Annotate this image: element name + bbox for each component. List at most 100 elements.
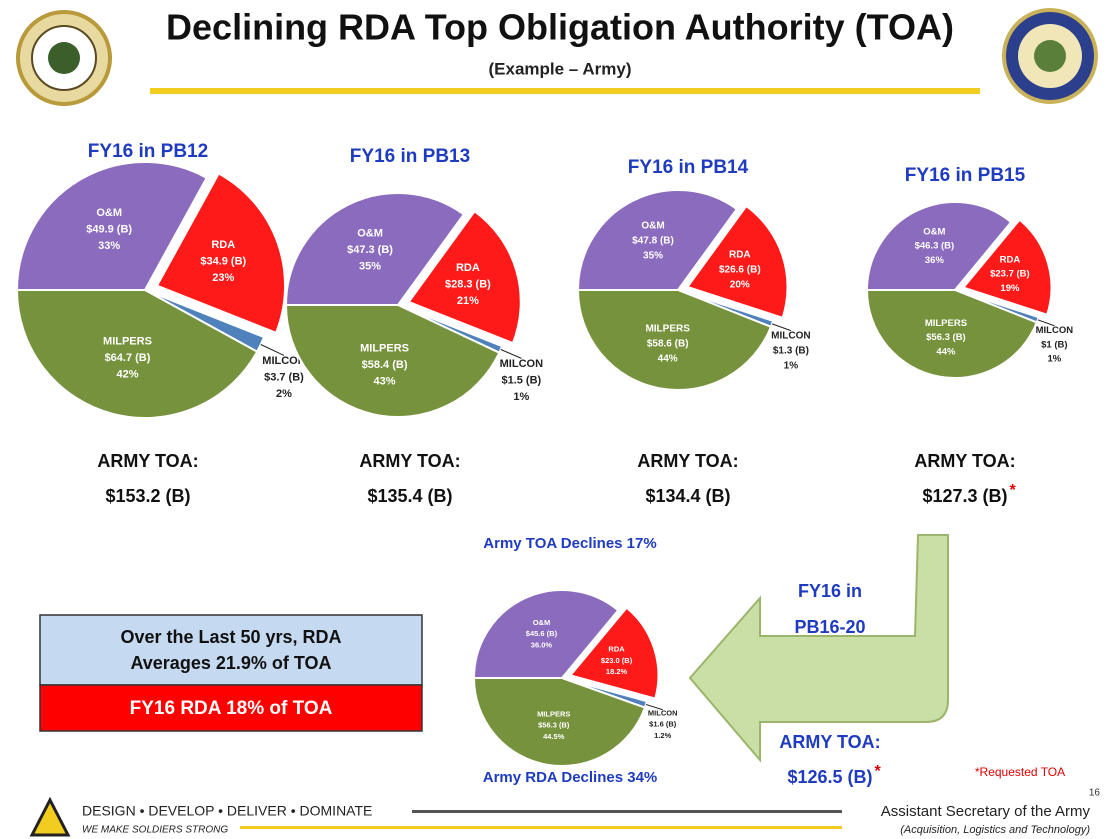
- callout-box: [39, 614, 423, 732]
- slice-percent: 20%: [730, 280, 750, 291]
- leader-line: [1037, 319, 1055, 327]
- slice-amount: $23.0 (B): [601, 656, 633, 665]
- slice-amount: $56.3 (B): [926, 332, 966, 343]
- pie-slice: [576, 189, 739, 291]
- slice-amount: $3.7 (B): [264, 371, 304, 383]
- slice-amount: $46.3 (B): [915, 241, 955, 252]
- pie-slice: [155, 172, 287, 335]
- slice-category: MILCON: [648, 708, 678, 717]
- pie-slice: [685, 204, 789, 320]
- slice-percent: 21%: [457, 295, 479, 307]
- pie-slice: [576, 289, 773, 391]
- toa-label: ARMY TOA:: [637, 451, 738, 471]
- slice-amount: $26.6 (B): [719, 265, 761, 276]
- slice-percent: 44%: [658, 354, 678, 365]
- pie-slice: [865, 201, 1013, 291]
- slice-category: O&M: [923, 226, 945, 237]
- slice-amount: $49.9 (B): [86, 223, 132, 235]
- slice-category: MILCON: [500, 358, 543, 370]
- leader-line: [260, 344, 285, 356]
- slice-amount: $1.5 (B): [501, 374, 541, 386]
- pie-slice: [15, 161, 209, 291]
- toa-mark: *: [1010, 482, 1017, 499]
- pie-title: FY16 in PB12: [88, 141, 208, 162]
- slice-amount: $34.9 (B): [200, 256, 246, 268]
- slice-percent: 43%: [374, 376, 396, 388]
- slice-amount: $58.4 (B): [362, 359, 408, 371]
- footer-office: Assistant Secretary of the Army: [881, 803, 1091, 820]
- toa-value: $153.2 (B): [105, 486, 190, 506]
- footer-tagline: WE MAKE SOLDIERS STRONG: [82, 825, 228, 836]
- leader-line: [771, 323, 792, 332]
- slice-category: RDA: [456, 262, 480, 274]
- slice-category: MILCON: [771, 330, 810, 341]
- slice-percent: 19%: [1000, 283, 1020, 294]
- slice-percent: 1%: [1047, 354, 1061, 365]
- slice-percent: 1.2%: [654, 731, 671, 740]
- slice-percent: 2%: [276, 388, 292, 400]
- callout-average: Over the Last 50 yrs, RDA Averages 21.9% …: [120, 627, 341, 673]
- slice-percent: 33%: [98, 240, 120, 252]
- slice-percent: 18.2%: [606, 667, 628, 676]
- pie-title: Army TOA Declines 17%: [483, 535, 656, 552]
- leader-line: [645, 703, 663, 711]
- slice-percent: 42%: [116, 369, 138, 381]
- arrow-label: FY16 in PB16-20: [794, 581, 865, 637]
- slice-amount: $56.3 (B): [538, 721, 570, 730]
- pie-note: Army RDA Declines 34%: [483, 769, 658, 786]
- slide-subtitle: (Example – Army): [489, 59, 632, 78]
- footer-motto: DESIGN • DEVELOP • DELIVER • DOMINATE: [82, 803, 372, 819]
- slice-percent: 44.5%: [543, 732, 565, 741]
- slice-category: MILPERS: [537, 709, 570, 718]
- pie-slice: [472, 677, 647, 767]
- slice-category: O&M: [641, 221, 664, 232]
- pie-slice: [961, 218, 1053, 316]
- pie-title: FY16 in PB13: [350, 146, 470, 167]
- slice-percent: 36%: [925, 255, 945, 266]
- slice-percent: 1%: [513, 391, 529, 403]
- pie-title: FY16 in PB14: [628, 157, 749, 178]
- slice-percent: 35%: [643, 251, 663, 262]
- toa-label: ARMY TOA:: [97, 451, 198, 471]
- slice-amount: $47.8 (B): [632, 236, 674, 247]
- slice-category: MILCON: [1036, 325, 1074, 336]
- slice-category: RDA: [729, 250, 751, 261]
- toa-mark: *: [875, 763, 882, 780]
- slice-amount: $47.3 (B): [347, 244, 393, 256]
- pie-slice: [568, 606, 660, 700]
- pie-slice: [472, 589, 620, 679]
- slice-category: RDA: [1000, 254, 1021, 265]
- title-underline: [150, 88, 980, 94]
- slice-percent: 23%: [212, 272, 234, 284]
- slice-category: MILPERS: [103, 336, 152, 348]
- toa-label: ARMY TOA:: [914, 451, 1015, 471]
- slice-category: RDA: [608, 645, 625, 654]
- footnote: *Requested TOA: [975, 765, 1065, 779]
- pie-slice: [865, 289, 1039, 379]
- slice-percent: 1%: [784, 360, 799, 371]
- pie-slice: [284, 304, 501, 418]
- slice-category: MILPERS: [925, 318, 967, 329]
- slice-amount: $23.7 (B): [990, 269, 1030, 280]
- slice-amount: $1.3 (B): [773, 345, 809, 356]
- pie-slice: [407, 209, 522, 345]
- slice-amount: $58.6 (B): [647, 339, 689, 350]
- toa-value: $126.5 (B): [787, 767, 872, 787]
- callout-current: FY16 RDA 18% of TOA: [130, 698, 333, 719]
- pie-slice: [15, 289, 259, 419]
- toa-value: $134.4 (B): [645, 486, 730, 506]
- slice-amount: $28.3 (B): [445, 279, 491, 291]
- slice-category: O&M: [533, 618, 551, 627]
- slice-category: MILPERS: [360, 343, 409, 355]
- arrow: [688, 534, 949, 763]
- slice-category: MILPERS: [645, 324, 690, 335]
- seal-left: [16, 10, 112, 106]
- slice-amount: $1.6 (B): [649, 720, 677, 729]
- slice-category: O&M: [357, 228, 383, 240]
- toa-value: $127.3 (B): [922, 486, 1007, 506]
- toa-label: ARMY TOA:: [779, 732, 880, 752]
- footer-office-detail: (Acquisition, Logistics and Technology): [900, 824, 1090, 836]
- slice-amount: $1 (B): [1041, 339, 1067, 350]
- pie-slice: [284, 192, 466, 306]
